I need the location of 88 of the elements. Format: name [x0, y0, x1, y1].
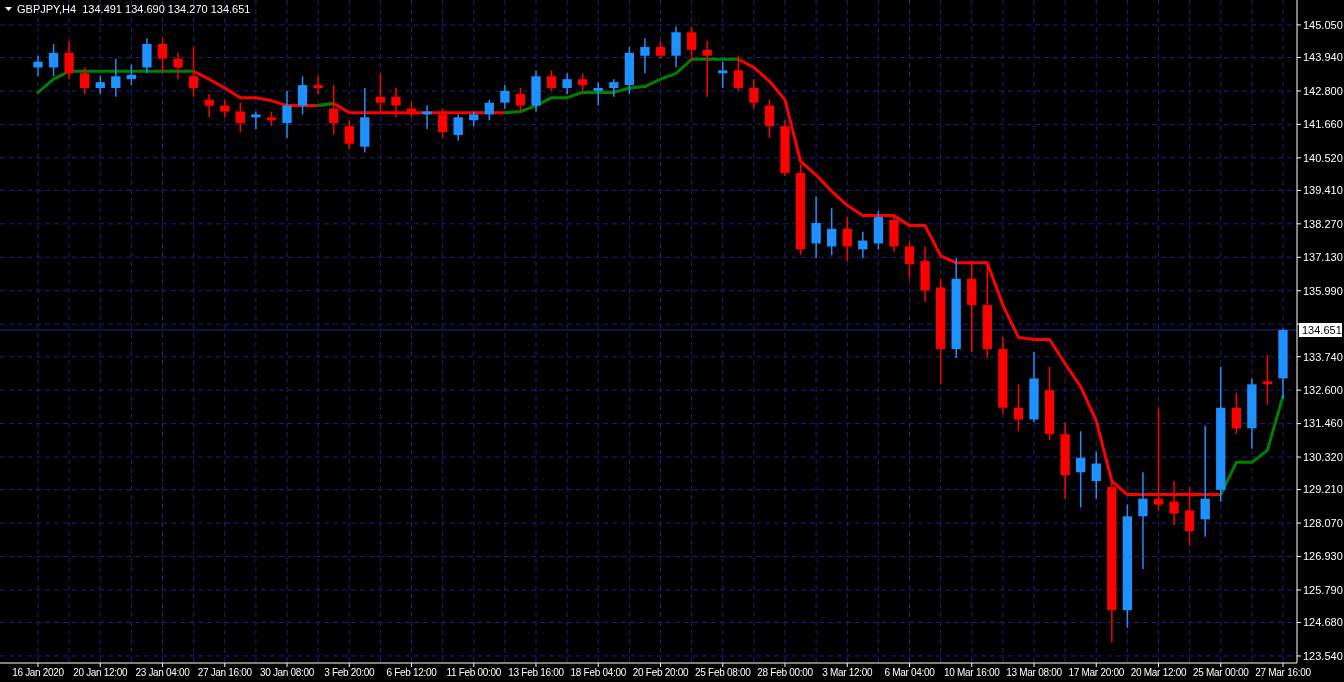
chart-title: GBPJPY,H4 134.491 134.690 134.270 134.651 [17, 3, 251, 15]
candlestick [702, 40, 712, 98]
y-tick-label: 145.050 [1303, 18, 1343, 31]
candlestick [811, 195, 821, 259]
x-tick-label: 3 Mar 12:00 [822, 667, 874, 678]
candlestick [718, 60, 728, 89]
y-tick-label: 123.540 [1303, 649, 1343, 662]
candlestick [80, 66, 90, 95]
candlestick [329, 84, 339, 136]
x-tick-label: 6 Mar 04:00 [884, 667, 936, 678]
candlestick [1231, 392, 1241, 435]
candlestick [827, 207, 837, 256]
candlestick [375, 72, 386, 116]
candlestick [484, 98, 494, 122]
x-tick-label: 17 Mar 20:00 [1068, 667, 1125, 678]
x-tick-label: 6 Feb 12:00 [386, 667, 438, 678]
y-tick-label: 137.130 [1303, 251, 1343, 264]
candlestick [251, 110, 261, 130]
y-tick-label: 128.070 [1303, 516, 1343, 529]
y-tick-label: 124.680 [1303, 616, 1343, 629]
x-tick-label: 11 Feb 00:00 [446, 667, 502, 678]
x-tick-label: 13 Feb 16:00 [508, 667, 565, 678]
y-tick-label: 130.320 [1303, 450, 1343, 463]
x-tick-label: 30 Jan 08:00 [259, 667, 315, 678]
x-tick-label: 20 Mar 12:00 [1130, 667, 1187, 678]
x-tick-label: 23 Jan 04:00 [135, 667, 191, 678]
candlestick [453, 113, 463, 142]
y-tick-label: 135.990 [1303, 284, 1343, 297]
candlestick [904, 239, 915, 280]
candlestick [111, 57, 121, 98]
candlestick [422, 104, 432, 130]
y-tick-label: 139.410 [1303, 184, 1343, 197]
candlestick [297, 75, 308, 116]
candlestick [157, 37, 168, 75]
candlestick [1076, 430, 1086, 509]
candlestick [1091, 451, 1101, 500]
candlestick [142, 37, 152, 75]
candlestick [173, 52, 183, 80]
candlestick [1262, 354, 1273, 406]
y-tick-label: 142.800 [1303, 84, 1343, 97]
candlestick [546, 69, 557, 92]
candlestick [764, 98, 775, 139]
x-tick-label: 25 Mar 00:00 [1193, 667, 1250, 678]
x-tick-label: 18 Feb 04:00 [570, 667, 627, 678]
candlestick [1138, 471, 1148, 570]
candlestick [593, 81, 603, 107]
candlestick [671, 25, 681, 69]
x-tick-label: 28 Feb 00:00 [757, 667, 814, 678]
candlestick [640, 37, 650, 75]
candlestick [313, 75, 323, 95]
candlestick [500, 84, 510, 110]
candlestick [686, 25, 697, 63]
candlestick [1013, 383, 1024, 432]
candlestick [749, 78, 759, 110]
y-tick-label: 133.740 [1303, 350, 1343, 363]
x-tick-label: 16 Jan 2020 [12, 667, 65, 678]
candlestick [235, 101, 245, 133]
y-tick-label: 129.210 [1303, 483, 1343, 496]
candlestick [609, 78, 619, 98]
candlestick [204, 93, 214, 119]
x-tick-label: 25 Feb 08:00 [695, 667, 752, 678]
x-tick-label: 13 Mar 08:00 [1006, 667, 1063, 678]
x-tick-label: 3 Feb 20:00 [324, 667, 376, 678]
candlestick [437, 107, 448, 139]
y-tick-label: 140.520 [1303, 151, 1343, 164]
candlestick [282, 90, 292, 139]
y-tick-label: 131.460 [1303, 417, 1343, 430]
candlestick [33, 54, 43, 78]
y-tick-label: 143.940 [1303, 51, 1343, 64]
candlestick [1200, 424, 1210, 538]
y-tick-label: 138.270 [1303, 217, 1343, 230]
candlestick [64, 40, 74, 80]
candlestick [842, 216, 852, 262]
candlestick [391, 87, 401, 119]
candlestick [344, 119, 354, 151]
x-tick-label: 27 Mar 16:00 [1255, 667, 1312, 678]
y-tick-label: 141.660 [1303, 118, 1343, 131]
ref-line-label: 134.651 [1302, 323, 1342, 336]
x-tick-label: 27 Jan 16:00 [197, 667, 253, 678]
x-tick-label: 20 Feb 20:00 [632, 667, 689, 678]
candlestick [48, 43, 59, 78]
y-tick-label: 132.600 [1303, 384, 1343, 397]
y-tick-label: 125.790 [1303, 583, 1343, 596]
x-tick-label: 20 Jan 12:00 [73, 667, 129, 678]
y-tick-label: 126.930 [1303, 550, 1343, 563]
x-tick-label: 10 Mar 16:00 [944, 667, 1001, 678]
candlestick [515, 87, 526, 113]
candlestick [562, 72, 572, 95]
